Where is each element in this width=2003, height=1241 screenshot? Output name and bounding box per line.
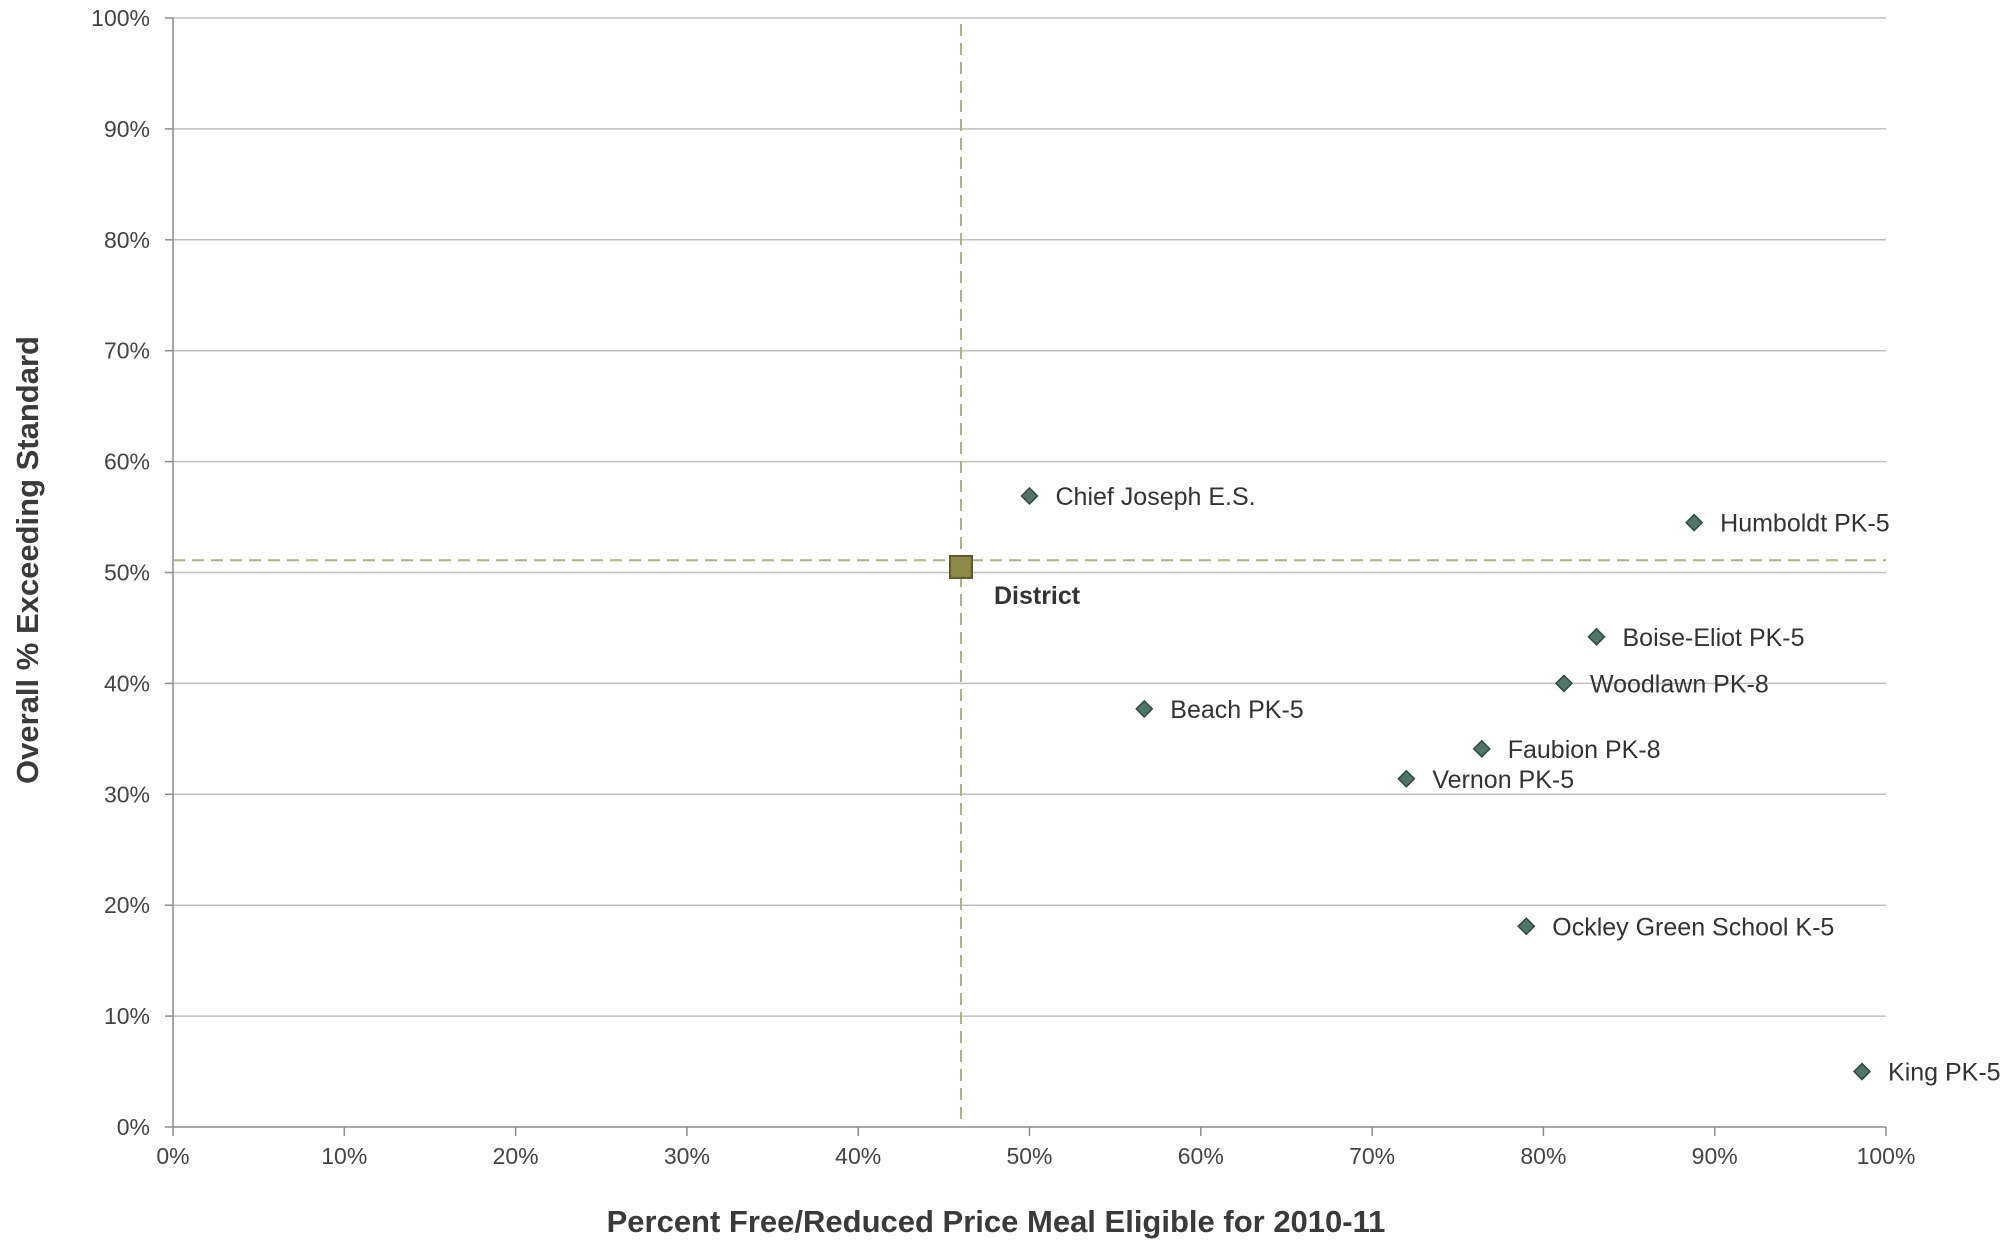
- data-point-marker: [1852, 1062, 1872, 1081]
- tick-labels: 0% 10% 20% 30% 40% 50% 60% 70% 80% 90% 100% 0% 10% 20…: [91, 5, 1915, 1169]
- data-point-marker: [1472, 739, 1491, 758]
- data-point-marker: [1135, 699, 1154, 718]
- data-point-marker: [1397, 769, 1416, 788]
- y-axis-title: Overall % Exceeding Standard: [10, 336, 45, 784]
- x-tick-label: 100%: [1857, 1143, 1916, 1169]
- x-tick-label: 40%: [835, 1143, 881, 1169]
- y-tick-label: 40%: [104, 670, 150, 696]
- data-point-label: Ockley Green School K-5: [1552, 913, 1834, 941]
- data-point-label: Chief Joseph E.S.: [1056, 483, 1256, 511]
- x-tick-label: 30%: [664, 1143, 710, 1169]
- data-point-label: Vernon PK-5: [1432, 766, 1574, 794]
- y-tick-label: 90%: [104, 116, 150, 142]
- x-tick-label: 70%: [1349, 1143, 1395, 1169]
- district-label: District: [994, 582, 1081, 610]
- y-tick-label: 50%: [104, 560, 150, 586]
- data-point-marker: [1587, 627, 1606, 646]
- x-tick-label: 60%: [1178, 1143, 1224, 1169]
- x-tick-label: 50%: [1006, 1143, 1052, 1169]
- data-point-label: King PK-5: [1888, 1059, 2001, 1087]
- y-tick-label: 30%: [104, 781, 150, 807]
- data-point-marker: [1020, 486, 1039, 506]
- x-tick-label: 0%: [156, 1143, 189, 1169]
- y-tick-label: 80%: [104, 227, 150, 253]
- y-tick-label: 0%: [117, 1114, 150, 1140]
- grid-lines: [173, 17, 1886, 1017]
- y-tick-label: 20%: [104, 892, 150, 918]
- data-point-label: Faubion PK-8: [1508, 736, 1661, 764]
- data-point-marker: [1554, 674, 1574, 693]
- y-tick-label: 10%: [104, 1003, 150, 1029]
- y-tick-label: 100%: [91, 5, 150, 31]
- x-tick-label: 90%: [1692, 1143, 1738, 1169]
- data-point-marker: [1685, 513, 1704, 532]
- data-point-label: Beach PK-5: [1170, 696, 1303, 724]
- district-marker: [948, 554, 973, 579]
- y-tick-label: 70%: [104, 338, 150, 364]
- reference-lines: [173, 24, 1886, 1127]
- data-point-label: Boise-Eliot PK-5: [1623, 624, 1805, 652]
- x-tick-label: 80%: [1520, 1143, 1566, 1169]
- data-points: Chief Joseph E.S. Humboldt PK-5 Boise-Elio…: [948, 483, 2001, 1087]
- y-tick-label: 60%: [104, 449, 150, 475]
- data-point-marker: [1517, 917, 1536, 936]
- data-point-label: Woodlawn PK-8: [1590, 670, 1769, 698]
- data-point-label: Humboldt PK-5: [1720, 510, 1890, 538]
- x-tick-label: 10%: [321, 1143, 367, 1169]
- x-axis-title: Percent Free/Reduced Price Meal Eligible…: [607, 1204, 1386, 1239]
- axes: [165, 17, 1887, 1136]
- x-tick-label: 20%: [493, 1143, 539, 1169]
